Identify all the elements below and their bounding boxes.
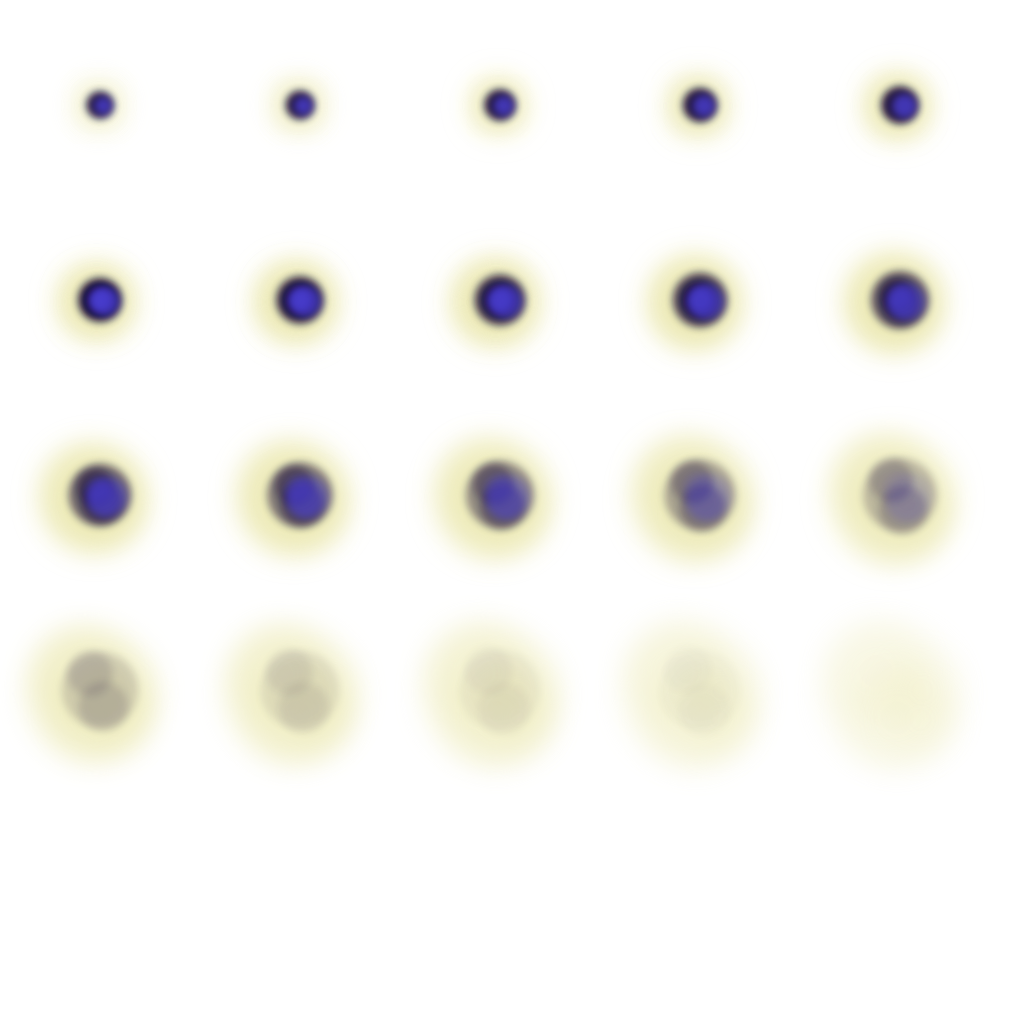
blue-highlight [892,94,917,119]
sprite-frame [450,257,541,347]
core-blob [478,683,530,735]
blue-highlight [94,97,112,115]
sprite-frame [469,77,528,135]
core-blob [78,682,128,732]
core-blob [278,682,329,734]
sprite-frame [647,255,743,350]
blue-highlight [688,287,711,310]
core-blob [678,684,731,737]
sprite-frame [829,435,956,563]
blue-highlight [489,289,511,311]
sprite-frame [434,440,552,557]
sprite-frame [631,438,754,560]
glow-lobe [881,681,960,759]
glow-lobe [681,680,758,758]
sprite-frame [57,262,136,341]
blue-highlight [85,477,112,504]
blue-highlight [90,290,110,310]
sprite-frame [667,75,729,137]
sprite-frame [272,79,326,133]
sprite-frame [863,72,932,140]
sprite-frame [254,260,338,344]
blue-highlight [887,285,911,310]
sprite-frame [820,618,962,771]
blue-highlight [493,95,514,117]
blue-highlight [693,95,715,117]
sprite-frame [844,252,945,353]
core-blob [459,649,541,731]
sprite-frame [39,444,148,553]
blue-highlight [290,290,310,310]
blue-highlight [294,96,313,116]
sprite-frame [26,626,157,762]
sprite-frame [422,621,560,767]
sprite-frame [224,624,359,765]
blue-highlight [682,472,712,502]
sprite-frame [237,442,350,555]
sprite-frame [621,620,761,769]
blue-highlight [483,474,512,503]
sprite-frame [73,80,125,131]
sprite-frames [26,72,962,771]
blue-highlight [284,475,312,503]
blue-highlight [881,470,913,502]
